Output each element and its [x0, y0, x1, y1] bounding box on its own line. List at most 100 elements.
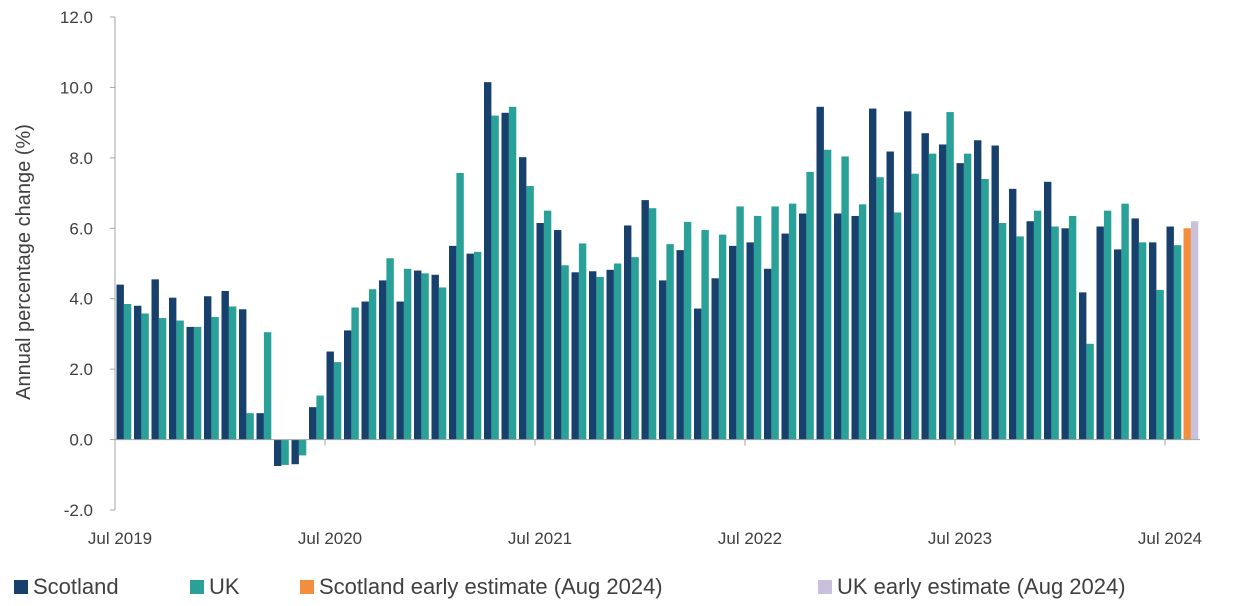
bar-scotland-dec-2021: [624, 225, 632, 440]
bar-scotland-jun-2022: [729, 245, 737, 440]
y-tick-label: -2.0: [64, 501, 93, 520]
bar-scotland-oct-2021: [589, 271, 597, 440]
bar-scotland-jan-2021: [431, 274, 439, 440]
bar-scotland-jul-2020: [326, 351, 334, 440]
x-tick-label: Jul 2020: [298, 529, 362, 548]
bar-scotland-dec-2023: [1044, 181, 1052, 440]
series-scotland-early-estimate-aug-2024: [1183, 228, 1191, 440]
bar-scotland-aug-2020: [344, 330, 352, 440]
bar-uk-may-2022: [718, 234, 727, 440]
y-tick-label: 8.0: [69, 149, 93, 168]
bar-uk-apr-2021: [491, 115, 499, 440]
legend-label: Scotland: [33, 574, 119, 599]
bar-scotland-oct-2023: [1009, 188, 1017, 440]
bar-scotland-mar-2020: [256, 413, 264, 440]
bar-uk-oct-2020: [386, 258, 394, 440]
bar-uk-jul-2023: [963, 153, 972, 440]
y-axis-title: Annual percentage change (%): [13, 124, 35, 400]
bar-uk-apr-2022: [701, 230, 709, 440]
bar-scotland-feb-2023: [869, 108, 877, 440]
bar-scotland-feb-2021: [449, 245, 457, 440]
bar-uk-apr-2020: [281, 439, 289, 465]
bar-uk-apr-2023: [911, 173, 919, 440]
bar-uk-feb-2022: [666, 244, 674, 440]
legend-swatch: [818, 580, 832, 594]
bar-uk-mar-2021: [473, 251, 482, 440]
bar-scotland-jun-2023: [939, 144, 947, 440]
bar-scotland-mar-2024: [1096, 226, 1104, 440]
legend: Scotland UK Scotland early estimate (Aug 2…: [14, 574, 1126, 599]
bar-scotland-oct-2022: [799, 213, 807, 440]
bar-scotland-oct-2019: [169, 297, 177, 440]
bar-uk-dec-2023: [1051, 226, 1059, 440]
bar-scotland-feb-2020: [239, 309, 247, 440]
bar-scotland-sep-2019: [151, 279, 159, 440]
bar-scotland-apr-2020: [274, 439, 282, 466]
bar-uk-jul-2019: [123, 304, 132, 440]
bar-uk-sep-2020: [368, 289, 377, 440]
bar-scotland-jun-2020: [309, 407, 317, 440]
bar-scotland-aug-2021: [554, 230, 562, 440]
bar-scotland-mar-2023: [886, 151, 894, 440]
bar-uk-mar-2020: [263, 332, 272, 440]
bar-uk-apr-2024: [1121, 203, 1129, 440]
bar-scotland-jul-2024: [1166, 226, 1174, 440]
bar-scotland-apr-2022: [694, 308, 702, 440]
bar-scotland-may-2023: [921, 133, 929, 440]
bar-uk-feb-2020: [246, 413, 254, 440]
bar-scotland-jul-2022: [746, 242, 754, 440]
bar-scotland-may-2021: [501, 112, 509, 440]
bar-scotland-may-2024: [1131, 218, 1139, 440]
bar-uk-nov-2021: [613, 263, 622, 440]
bar-uk-sep-2019: [158, 318, 167, 440]
x-tick-label: Jul 2019: [88, 529, 152, 548]
bar-uk-dec-2019: [211, 317, 219, 440]
bar-scotland-nov-2021: [606, 269, 614, 440]
legend-swatch: [190, 580, 204, 594]
bar-uk-oct-2021: [596, 276, 604, 440]
legend-label: Scotland early estimate (Aug 2024): [319, 574, 663, 599]
y-tick-label: 0.0: [69, 431, 93, 450]
bar-uk-may-2024: [1138, 242, 1147, 440]
legend-label: UK early estimate (Aug 2024): [837, 574, 1126, 599]
bar-scotland-nov-2023: [1026, 221, 1034, 440]
bar-uk-oct-2023: [1016, 236, 1024, 440]
bar-uk-mar-2024: [1103, 210, 1112, 440]
bar-uk-nov-2023: [1033, 210, 1042, 440]
bar-scotland-jan-2023: [851, 215, 859, 440]
bar-scotland-aug-2023: [974, 140, 982, 440]
bar-uk-dec-2021: [631, 257, 639, 440]
bar-uk-nov-2020: [403, 268, 412, 440]
bar-scotland-feb-2024: [1079, 292, 1087, 440]
bar-uk-jan-2023: [858, 204, 867, 440]
bar-uk-feb-2024: [1086, 343, 1094, 440]
bar-uk-may-2021: [508, 106, 517, 440]
bar-scotland-may-2020: [291, 439, 299, 465]
x-tick-label: Jul 2022: [718, 529, 782, 548]
bar-uk-dec-2020: [421, 273, 429, 440]
x-tick-label: Jul 2021: [508, 529, 572, 548]
bar-uk-jul-2024: [1173, 245, 1182, 440]
legend-item-uk: UK: [190, 574, 240, 599]
bar-uk-jul-2022: [753, 215, 762, 440]
bar-scotland-nov-2022: [816, 106, 824, 440]
bar-uk-oct-2022: [806, 171, 814, 440]
series-scotland: [116, 82, 1174, 466]
bar-uk-jan-2022: [648, 208, 657, 440]
bar-scotland-apr-2021: [484, 82, 492, 440]
bar-uk-early-estimate-aug-2024-aug-2024: [1190, 221, 1199, 440]
legend-swatch: [14, 580, 28, 594]
bar-uk-sep-2023: [998, 223, 1007, 440]
legend-label: UK: [209, 574, 240, 599]
bar-scotland-aug-2022: [764, 268, 772, 440]
bar-uk-jul-2021: [543, 210, 552, 440]
bar-scotland-mar-2021: [466, 253, 474, 440]
y-tick-labels: -2.0 0.0 2.0 4.0 6.0 8.0 10.0 12.0: [60, 8, 93, 520]
bar-scotland-nov-2020: [396, 301, 404, 440]
legend-item-uk-early-estimate-aug-2024: UK early estimate (Aug 2024): [818, 574, 1126, 599]
bar-scotland-dec-2022: [834, 213, 842, 440]
bar-scotland-oct-2020: [379, 280, 387, 440]
bar-scotland-jun-2024: [1149, 242, 1157, 440]
bar-uk-aug-2021: [561, 265, 569, 440]
